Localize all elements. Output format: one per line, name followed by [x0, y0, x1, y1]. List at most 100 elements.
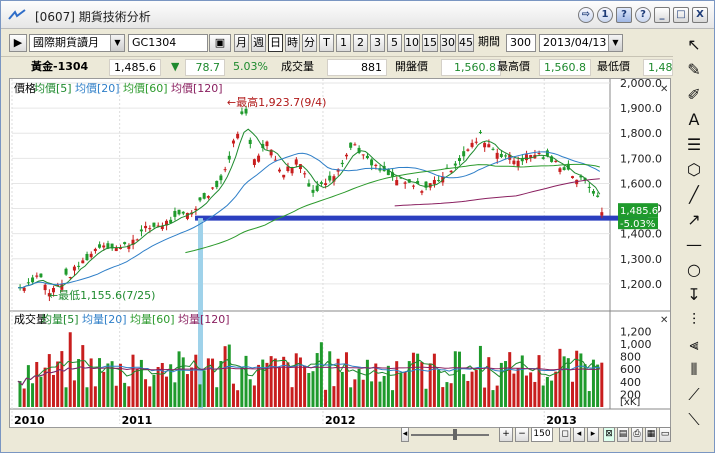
- print-icon[interactable]: ⎙: [631, 427, 643, 442]
- candles-icon[interactable]: ⫷: [689, 335, 699, 354]
- all-eraser-icon[interactable]: ✐: [687, 85, 701, 104]
- price-legend-entry: 均價[60]: [123, 81, 168, 95]
- eraser-icon[interactable]: ✎: [687, 60, 701, 79]
- bars-icon[interactable]: ⫶: [691, 310, 696, 329]
- period-button-2[interactable]: 日: [268, 34, 283, 52]
- help-button[interactable]: ?: [635, 7, 651, 23]
- candle-body: [319, 182, 323, 184]
- period-button-10[interactable]: 10: [404, 34, 420, 52]
- candle-body: [22, 287, 26, 291]
- period-button-3[interactable]: 時: [285, 34, 300, 52]
- zoom-out-button[interactable]: −: [515, 427, 529, 442]
- volume-bar: [240, 367, 244, 407]
- last-pct-box: [618, 217, 658, 230]
- volume-bar: [403, 371, 407, 407]
- next-button[interactable]: ▸: [587, 427, 599, 442]
- close-button[interactable]: X: [692, 7, 708, 23]
- circle-icon[interactable]: ○: [687, 260, 701, 279]
- candle-body: [453, 163, 457, 166]
- volume-bar: [93, 386, 97, 407]
- volume-bar: [298, 357, 302, 407]
- candle-body: [248, 139, 252, 145]
- period-button-11[interactable]: 15: [422, 34, 438, 52]
- zoom-in-button[interactable]: +: [499, 427, 513, 442]
- volume-bar: [516, 368, 520, 407]
- period-button-9[interactable]: 5: [387, 34, 402, 52]
- scroll-left-button[interactable]: ◂: [401, 427, 409, 442]
- cursor-icon[interactable]: ↖: [687, 35, 701, 54]
- quote-name: 黃金-1304: [31, 60, 89, 73]
- candle-body: [487, 144, 491, 148]
- link-button[interactable]: ⇨: [578, 7, 594, 23]
- period-button-1[interactable]: 週: [251, 34, 266, 52]
- fan2-icon[interactable]: ⟍: [688, 410, 700, 429]
- candle-body: [215, 180, 219, 188]
- symbol-picker-button[interactable]: ▣: [209, 34, 231, 52]
- line-icon[interactable]: ╱: [689, 185, 699, 204]
- volume-bar: [571, 381, 574, 407]
- volume-bar: [558, 348, 562, 407]
- period-button-4[interactable]: 分: [302, 34, 317, 52]
- period-button-8[interactable]: 3: [370, 34, 385, 52]
- price-legend-entry: 價格: [14, 81, 36, 95]
- volume-bar: [466, 380, 470, 407]
- image-icon[interactable]: ▦: [645, 427, 657, 442]
- volume-bar: [173, 382, 177, 407]
- zoom-slider-track[interactable]: [411, 434, 489, 436]
- period-count-input[interactable]: 300: [506, 34, 536, 52]
- volume-bar: [583, 364, 587, 407]
- x-tick-label: 2011: [122, 414, 153, 427]
- period-button-0[interactable]: 月: [234, 34, 249, 52]
- volume-bar: [596, 364, 600, 407]
- paint-icon[interactable]: ⬡: [687, 160, 701, 179]
- candle-body: [554, 160, 558, 162]
- text-icon[interactable]: A: [688, 110, 700, 129]
- bars2-icon[interactable]: ⦀: [690, 360, 698, 379]
- zoom-slider-handle[interactable]: [453, 429, 457, 440]
- volume-bar: [160, 362, 164, 407]
- minimize-button[interactable]: _: [654, 7, 670, 23]
- price-chart[interactable]: 2,000.01,900.01,800.01,700.01,600.01,500…: [9, 78, 671, 428]
- volume-bar: [106, 363, 110, 407]
- zoom-input[interactable]: 150: [531, 427, 553, 442]
- market-select[interactable]: 國際期貨讀月 ▼: [29, 34, 125, 52]
- ma5-line: [18, 128, 601, 289]
- volume-bar: [35, 361, 39, 407]
- chart-canvas[interactable]: 2,000.01,900.01,800.01,700.01,600.01,500…: [10, 79, 671, 428]
- save-icon[interactable]: ▤: [617, 427, 629, 442]
- period-button-6[interactable]: 1: [336, 34, 351, 52]
- volume-bar: [315, 353, 319, 407]
- export-excel-button[interactable]: ⊠: [603, 427, 615, 442]
- maximize-button[interactable]: □: [673, 7, 689, 23]
- period-button-7[interactable]: 2: [353, 34, 368, 52]
- candle-body: [420, 191, 424, 193]
- dash-icon[interactable]: —: [686, 235, 702, 254]
- arrow-icon[interactable]: ↗: [687, 210, 701, 229]
- settings-button[interactable]: ?: [616, 7, 632, 23]
- date-select[interactable]: 2013/04/13 ▼: [539, 34, 623, 52]
- symbol-input[interactable]: GC1304: [128, 34, 208, 52]
- page-one-button[interactable]: 1: [597, 7, 613, 23]
- fan-icon[interactable]: ⟋: [688, 385, 700, 404]
- candle-body: [344, 154, 348, 157]
- period-button-5[interactable]: T: [319, 34, 334, 52]
- candle-body: [315, 185, 319, 191]
- x-tick-label: 2012: [325, 414, 356, 427]
- candle-body: [416, 181, 420, 184]
- lines-icon[interactable]: ☰: [686, 135, 702, 154]
- volume-bar: [520, 355, 524, 407]
- candle-body: [365, 155, 369, 159]
- drawing-toolbar: ↖ ✎ ✐ A ☰ ⬡ ╱ ↗ — ○ ↧ ⫶ ⫷ ⦀ ⟋ ⟍: [675, 32, 713, 452]
- prev-button[interactable]: ◂: [573, 427, 585, 442]
- first-page-button[interactable]: ◻: [559, 427, 571, 442]
- volume-bar: [319, 342, 323, 407]
- period-button-12[interactable]: 30: [440, 34, 456, 52]
- period-button-13[interactable]: 45: [458, 34, 474, 52]
- candle-body: [219, 175, 223, 181]
- volume-bar: [579, 353, 583, 407]
- candle-body: [558, 168, 562, 172]
- volume-bar: [541, 385, 545, 407]
- folder-icon[interactable]: ▭: [659, 427, 671, 442]
- play-button[interactable]: ▶: [9, 34, 27, 52]
- pin-icon[interactable]: ↧: [687, 285, 701, 304]
